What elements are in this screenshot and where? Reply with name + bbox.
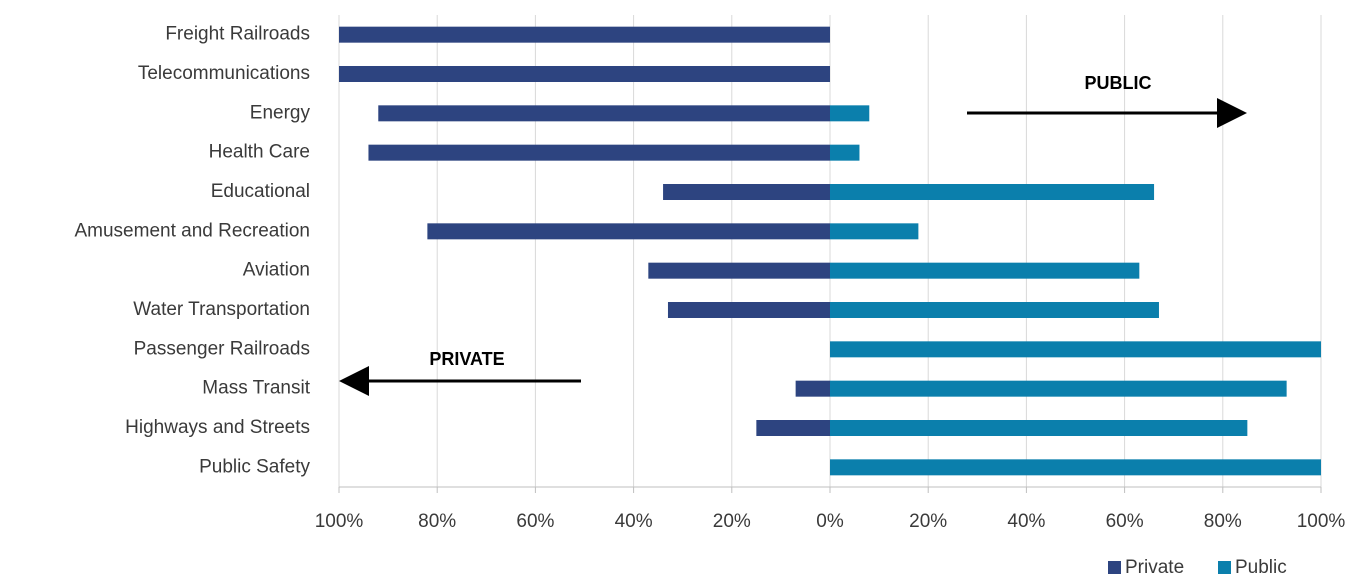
legend-swatch bbox=[1108, 561, 1121, 574]
bar bbox=[830, 302, 1159, 318]
bar bbox=[427, 223, 830, 240]
y-tick-label: Passenger Railroads bbox=[134, 338, 310, 359]
bar bbox=[648, 262, 830, 279]
y-tick-label: Amusement and Recreation bbox=[74, 220, 310, 241]
y-tick-label: Telecommunications bbox=[138, 63, 310, 84]
y-tick-label: Health Care bbox=[209, 142, 310, 163]
x-tick-label: 40% bbox=[615, 511, 653, 532]
legend-swatch bbox=[1218, 561, 1231, 574]
bar bbox=[830, 420, 1248, 436]
annotation: PUBLIC bbox=[1085, 73, 1152, 93]
x-tick-label: 20% bbox=[909, 511, 947, 532]
y-tick-label: Aviation bbox=[243, 260, 310, 281]
y-tick-label: Freight Railroads bbox=[165, 24, 310, 45]
x-tick-label: 0% bbox=[816, 511, 844, 532]
bar bbox=[830, 105, 870, 122]
bar bbox=[830, 459, 1321, 476]
bar bbox=[663, 184, 830, 200]
bar bbox=[830, 144, 860, 161]
bar bbox=[339, 26, 830, 43]
bar bbox=[830, 341, 1321, 358]
x-tick-label: 60% bbox=[516, 511, 554, 532]
bar bbox=[339, 66, 830, 82]
bars bbox=[339, 26, 1321, 476]
bar bbox=[667, 302, 830, 318]
bar bbox=[830, 184, 1155, 200]
bar bbox=[830, 380, 1287, 397]
y-tick-label: Water Transportation bbox=[133, 299, 310, 320]
y-tick-label: Educational bbox=[211, 181, 310, 202]
y-tick-label: Energy bbox=[250, 102, 311, 123]
x-tick-label: 100% bbox=[1297, 511, 1346, 532]
bar bbox=[830, 262, 1140, 279]
x-tick-label: 80% bbox=[418, 511, 456, 532]
x-tick-label: 60% bbox=[1106, 511, 1144, 532]
x-tick-label: 40% bbox=[1007, 511, 1045, 532]
y-tick-label: Public Safety bbox=[199, 456, 310, 477]
bar bbox=[368, 144, 830, 161]
legend-label: Private bbox=[1125, 557, 1184, 578]
x-tick-label: 80% bbox=[1204, 511, 1242, 532]
y-tick-label: Highways and Streets bbox=[125, 417, 310, 438]
grid bbox=[338, 15, 1322, 493]
bar bbox=[795, 380, 830, 397]
bar bbox=[378, 105, 830, 122]
y-tick-label: Mass Transit bbox=[202, 378, 310, 399]
legend-label: Public bbox=[1235, 557, 1287, 578]
annotation: PRIVATE bbox=[429, 349, 504, 369]
x-tick-label: 100% bbox=[315, 511, 364, 532]
x-tick-label: 20% bbox=[713, 511, 751, 532]
bar bbox=[830, 223, 919, 240]
bar bbox=[756, 420, 830, 436]
